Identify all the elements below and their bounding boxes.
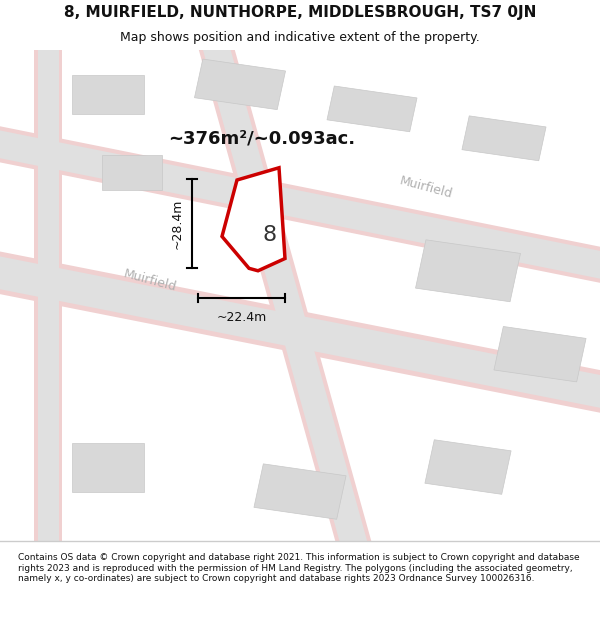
Bar xyxy=(194,59,286,109)
Bar xyxy=(327,86,417,132)
Bar xyxy=(102,156,162,190)
Polygon shape xyxy=(34,50,62,541)
Polygon shape xyxy=(197,23,373,568)
Bar xyxy=(416,240,520,302)
Polygon shape xyxy=(0,246,600,419)
Bar xyxy=(462,116,546,161)
Text: Contains OS data © Crown copyright and database right 2021. This information is : Contains OS data © Crown copyright and d… xyxy=(18,553,580,583)
Polygon shape xyxy=(193,22,377,568)
Text: Muirfield: Muirfield xyxy=(398,174,454,201)
Text: ~376m²/~0.093ac.: ~376m²/~0.093ac. xyxy=(168,129,355,148)
Text: 8: 8 xyxy=(263,225,277,245)
Polygon shape xyxy=(37,50,59,541)
Text: Map shows position and indicative extent of the property.: Map shows position and indicative extent… xyxy=(120,31,480,44)
Bar xyxy=(72,74,144,114)
Bar xyxy=(254,464,346,519)
Bar xyxy=(72,442,144,491)
Text: ~22.4m: ~22.4m xyxy=(217,311,266,324)
Polygon shape xyxy=(0,241,600,423)
Bar xyxy=(494,326,586,382)
Polygon shape xyxy=(0,125,600,284)
Polygon shape xyxy=(0,121,600,288)
Text: ~28.4m: ~28.4m xyxy=(170,199,184,249)
Text: Muirfield: Muirfield xyxy=(122,268,178,294)
Bar xyxy=(425,440,511,494)
Text: 8, MUIRFIELD, NUNTHORPE, MIDDLESBROUGH, TS7 0JN: 8, MUIRFIELD, NUNTHORPE, MIDDLESBROUGH, … xyxy=(64,5,536,20)
Polygon shape xyxy=(222,168,285,271)
